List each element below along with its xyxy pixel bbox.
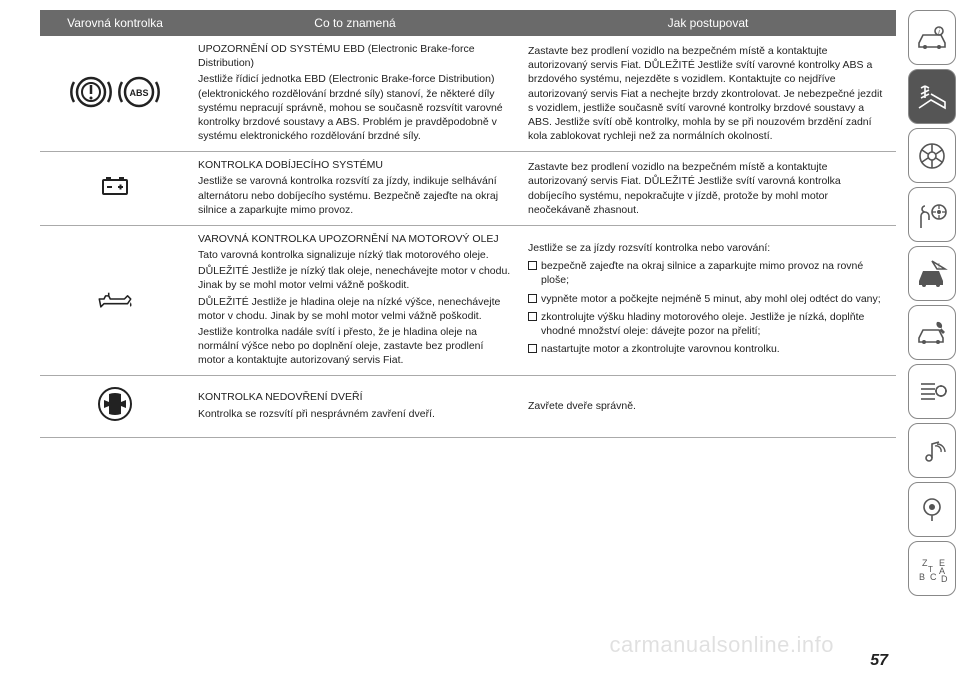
checkbox-icon bbox=[528, 312, 537, 321]
tab-maintenance-icon[interactable] bbox=[908, 305, 956, 360]
checkbox-icon bbox=[528, 261, 537, 270]
charge-action: Zastavte bez prodlení vozidlo na bezpečn… bbox=[520, 152, 896, 226]
table-row: VAROVNÁ KONTROLKA UPOZORNĚNÍ NA MOTOROVÝ… bbox=[40, 225, 896, 376]
warning-lights-table: Varovná kontrolka Co to znamená Jak post… bbox=[40, 10, 896, 438]
battery-warning-icon bbox=[93, 164, 137, 208]
watermark: carmanualsonline.info bbox=[609, 632, 834, 658]
header-meaning: Co to znamená bbox=[190, 10, 520, 36]
oil-meaning: VAROVNÁ KONTROLKA UPOZORNĚNÍ NA MOTOROVÝ… bbox=[190, 225, 520, 376]
svg-text:T: T bbox=[928, 565, 933, 574]
tab-vehicle-info-icon[interactable]: i bbox=[908, 10, 956, 65]
svg-text:ABS: ABS bbox=[129, 88, 148, 98]
tab-safety-icon[interactable] bbox=[908, 128, 956, 183]
content-area: Varovná kontrolka Co to znamená Jak post… bbox=[0, 0, 904, 678]
tab-warning-lights-icon[interactable] bbox=[908, 69, 956, 124]
checkbox-icon bbox=[528, 294, 537, 303]
tab-navigation-icon[interactable] bbox=[908, 482, 956, 537]
door-ajar-icon bbox=[93, 382, 137, 426]
table-row: KONTROLKA NEDOVŘENÍ DVEŘÍKontrolka se ro… bbox=[40, 376, 896, 437]
brake-warning-icon bbox=[69, 70, 113, 114]
oil-action: Jestliže se za jízdy rozsvítí kontrolka … bbox=[520, 225, 896, 376]
section-tabs: i ! ZEBCADT bbox=[904, 0, 960, 678]
charge-meaning: KONTROLKA DOBÍJECÍHO SYSTÉMUJestliže se … bbox=[190, 152, 520, 226]
ebd-meaning: UPOZORNĚNÍ OD SYSTÉMU EBD (Electronic Br… bbox=[190, 36, 520, 152]
table-row: ABS UPOZORNĚNÍ OD SYSTÉMU EBD (Electroni… bbox=[40, 36, 896, 152]
svg-text:!: ! bbox=[938, 263, 940, 270]
door-meaning: KONTROLKA NEDOVŘENÍ DVEŘÍKontrolka se ro… bbox=[190, 376, 520, 437]
tab-emergency-icon[interactable]: ! bbox=[908, 246, 956, 301]
abs-warning-icon: ABS bbox=[117, 70, 161, 114]
tab-technical-data-icon[interactable] bbox=[908, 364, 956, 419]
svg-text:B: B bbox=[919, 572, 925, 582]
table-row: KONTROLKA DOBÍJECÍHO SYSTÉMUJestliže se … bbox=[40, 152, 896, 226]
ebd-action: Zastavte bez prodlení vozidlo na bezpečn… bbox=[520, 36, 896, 152]
header-action: Jak postupovat bbox=[520, 10, 896, 36]
tab-alphabetical-index-icon[interactable]: ZEBCADT bbox=[908, 541, 956, 596]
header-warning-light: Varovná kontrolka bbox=[40, 10, 190, 36]
page-number: 57 bbox=[870, 652, 888, 670]
svg-text:D: D bbox=[941, 574, 948, 584]
checkbox-icon bbox=[528, 344, 537, 353]
door-action: Zavřete dveře správně. bbox=[520, 376, 896, 437]
oil-warning-icon bbox=[93, 277, 137, 321]
tab-starting-driving-icon[interactable] bbox=[908, 187, 956, 242]
tab-multimedia-icon[interactable] bbox=[908, 423, 956, 478]
